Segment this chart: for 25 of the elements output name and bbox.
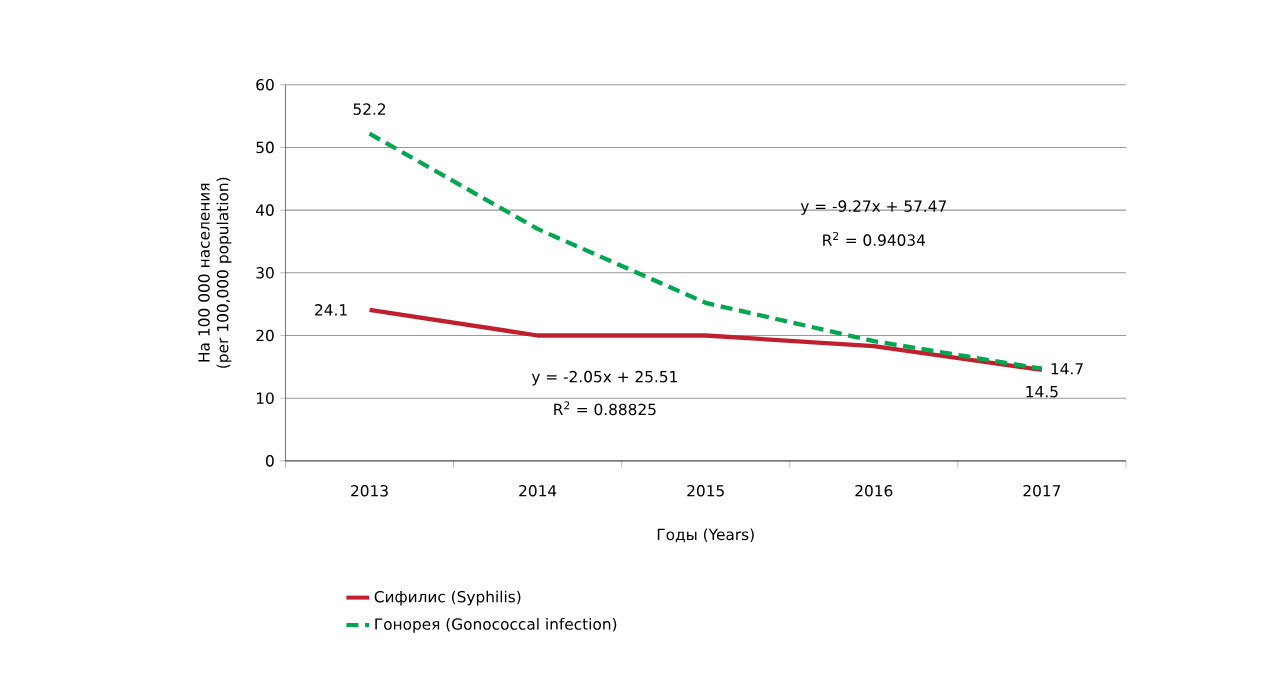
legend-label: Гонорея (Gonococcal infection) <box>375 617 617 633</box>
x-tick-label: 2017 <box>1023 484 1061 497</box>
data-label: 14.7 <box>1051 363 1083 375</box>
legend-label: Сифилис (Syphilis) <box>374 590 521 606</box>
x-axis-title: Годы (Years) <box>657 528 754 543</box>
data-label: 24.1 <box>315 304 347 316</box>
data-label: 14.5 <box>1026 386 1058 398</box>
y-tick-label: 30 <box>256 267 274 279</box>
x-tick-label: 2014 <box>519 484 557 497</box>
x-tick-label: 2015 <box>687 484 724 497</box>
y-tick-label: 60 <box>256 78 274 91</box>
annotation: R$^{2}$ = 0.94034 <box>823 231 925 246</box>
annotation: y = -2.05x + 25.51 <box>531 370 677 386</box>
x-tick-label: 2013 <box>351 484 388 497</box>
data-label: 52.2 <box>353 103 386 115</box>
y-tick-label: 10 <box>256 392 274 404</box>
y-tick-label: 50 <box>256 141 274 154</box>
y-tick-label: 0 <box>266 455 274 467</box>
x-tick-label: 2016 <box>855 484 893 497</box>
line-series <box>367 131 1045 371</box>
y-tick-label: 20 <box>256 329 274 342</box>
annotation: y = -9.27x + 57.47 <box>800 200 946 215</box>
annotation: R$^{2}$ = 0.88825 <box>554 401 656 416</box>
y-axis-title: На 100 000 населения (per 100,000 population) <box>198 177 232 368</box>
y-tick-label: 40 <box>256 204 274 216</box>
